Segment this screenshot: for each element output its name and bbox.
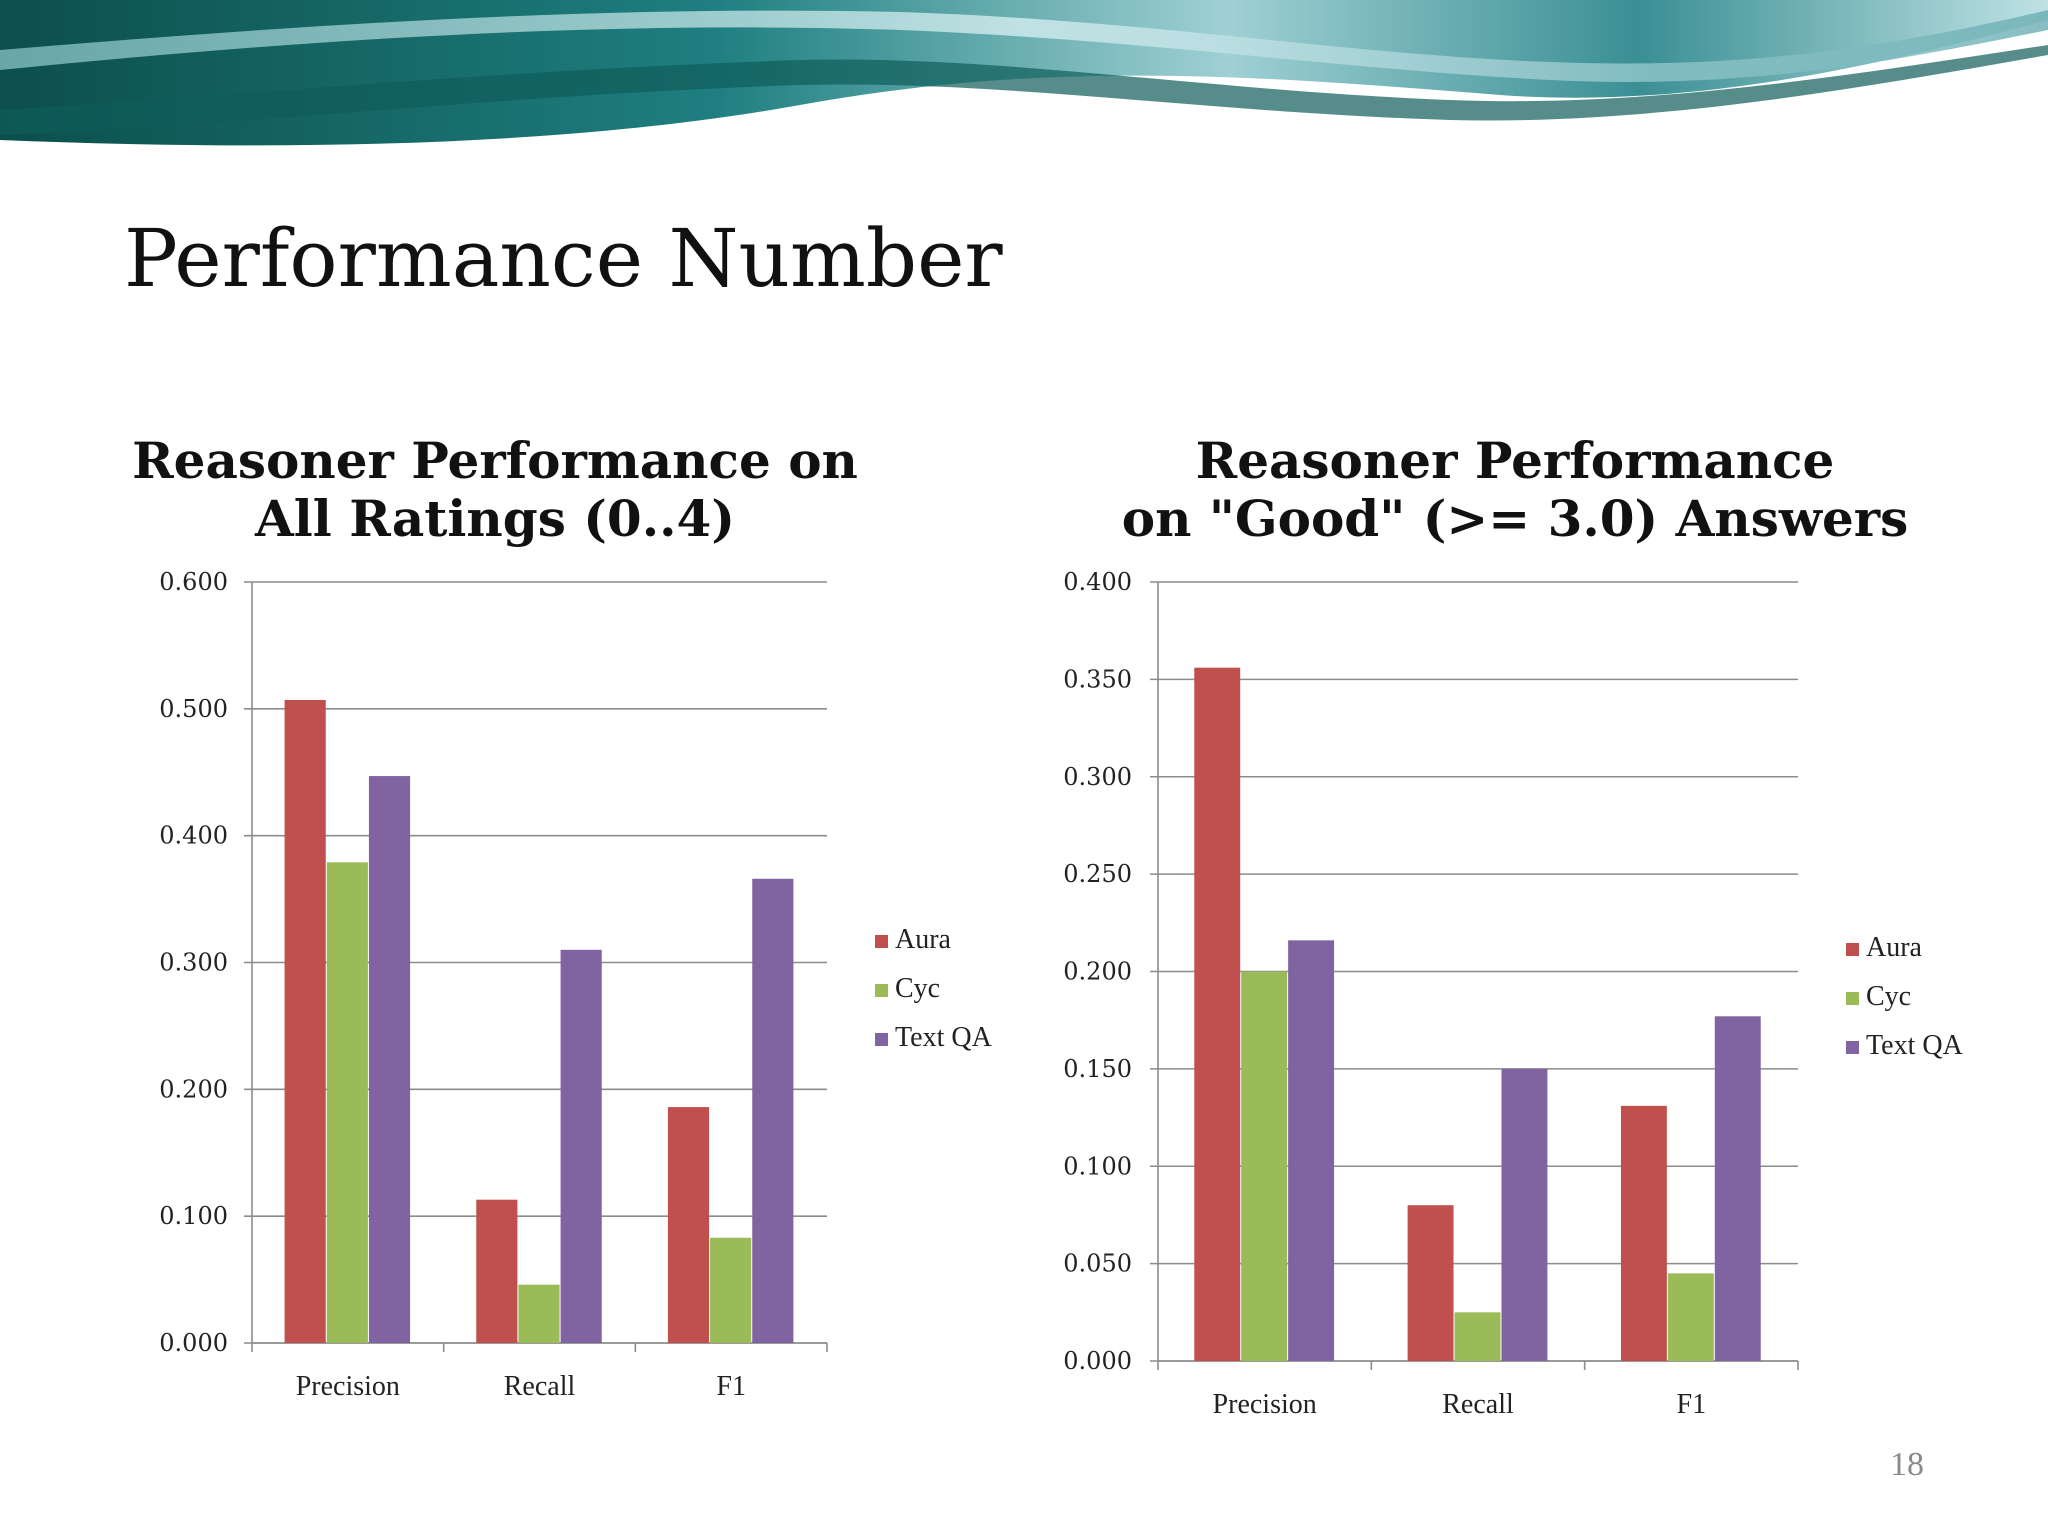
bar-aura-recall xyxy=(476,1199,518,1343)
x-category-label: Recall xyxy=(504,1371,576,1402)
y-tick-label: 0.100 xyxy=(159,1202,228,1230)
y-tick-label: 0.000 xyxy=(1063,1347,1132,1375)
bar-text-qa-f1 xyxy=(752,878,794,1343)
bar-aura-precision xyxy=(284,699,326,1343)
legend-label: Text QA xyxy=(1866,1030,1964,1061)
bar-cyc-precision xyxy=(1241,971,1288,1361)
y-tick-label: 0.300 xyxy=(159,949,228,977)
y-tick-label: 0.200 xyxy=(159,1075,228,1103)
page-number: 18 xyxy=(1890,1446,1924,1483)
chart-title-line-1: Reasoner Performance xyxy=(1195,431,1835,490)
chart-title: Reasoner Performance on "Good" (>= 3.0) … xyxy=(1040,432,1990,548)
y-tick-label: 0.500 xyxy=(159,695,228,723)
y-tick-label: 0.400 xyxy=(1063,568,1132,596)
bar-text-qa-precision xyxy=(368,776,411,1343)
x-category-label: F1 xyxy=(1677,1389,1707,1420)
legend-swatch xyxy=(1846,992,1859,1005)
legend-swatch xyxy=(1846,943,1859,956)
bar-text-qa-precision xyxy=(1288,940,1335,1361)
chart-title-line-1: Reasoner Performance on xyxy=(132,431,858,490)
bar-cyc-recall xyxy=(518,1284,560,1343)
bar-text-qa-f1 xyxy=(1714,1016,1761,1361)
bar-cyc-f1 xyxy=(710,1237,752,1343)
bar-aura-precision xyxy=(1194,667,1241,1361)
chart-all-ratings: Reasoner Performance on All Ratings (0..… xyxy=(130,420,1030,1420)
header-wave-banner xyxy=(0,0,2048,146)
chart-good-answers: Reasoner Performance on "Good" (>= 3.0) … xyxy=(1040,420,2040,1421)
y-tick-label: 0.350 xyxy=(1063,665,1132,693)
chart-plot: 0.000 0.100 0.200 0.300 0.400 0.500 0.600 Preci… xyxy=(159,568,993,1402)
y-tick-label: 0.050 xyxy=(1063,1250,1132,1278)
bar-aura-f1 xyxy=(1620,1105,1667,1361)
bar-cyc-precision xyxy=(326,862,368,1343)
legend-swatch xyxy=(875,935,888,948)
chart-title-line-2: on "Good" (>= 3.0) Answers xyxy=(1121,489,1909,548)
bar-aura-f1 xyxy=(667,1107,710,1343)
legend-label: Aura xyxy=(895,924,952,955)
y-tick-label: 0.100 xyxy=(1063,1152,1132,1180)
x-category-label: Recall xyxy=(1442,1389,1514,1420)
x-category-label: F1 xyxy=(716,1371,746,1402)
legend-swatch xyxy=(875,1033,888,1046)
bar-cyc-f1 xyxy=(1667,1273,1714,1361)
y-tick-label: 0.300 xyxy=(1063,763,1132,791)
y-tick-label: 0.400 xyxy=(159,822,228,850)
y-tick-label: 0.200 xyxy=(1063,958,1132,986)
legend-swatch xyxy=(1846,1041,1859,1054)
x-category-label: Precision xyxy=(296,1371,400,1402)
y-tick-label: 0.600 xyxy=(159,568,228,596)
y-tick-label: 0.250 xyxy=(1063,860,1132,888)
bar-cyc-recall xyxy=(1454,1312,1501,1361)
chart-title-line-2: All Ratings (0..4) xyxy=(255,489,735,548)
legend-label: Cyc xyxy=(895,973,940,1004)
chart-title: Reasoner Performance on All Ratings (0..… xyxy=(90,432,900,548)
bar-aura-recall xyxy=(1407,1205,1454,1361)
page-title: Performance Number xyxy=(124,212,1003,305)
x-category-label: Precision xyxy=(1213,1389,1317,1420)
legend-label: Text QA xyxy=(895,1022,993,1053)
legend-label: Aura xyxy=(1866,932,1923,963)
y-tick-label: 0.000 xyxy=(159,1329,228,1357)
bar-text-qa-recall xyxy=(1501,1068,1548,1361)
chart-plot: 0.000 0.050 0.100 0.150 0.200 0.250 0.300 0.350… xyxy=(1063,568,1964,1420)
y-tick-label: 0.150 xyxy=(1063,1055,1132,1083)
legend-label: Cyc xyxy=(1866,981,1911,1012)
bar-text-qa-recall xyxy=(560,949,602,1343)
legend-swatch xyxy=(875,984,888,997)
